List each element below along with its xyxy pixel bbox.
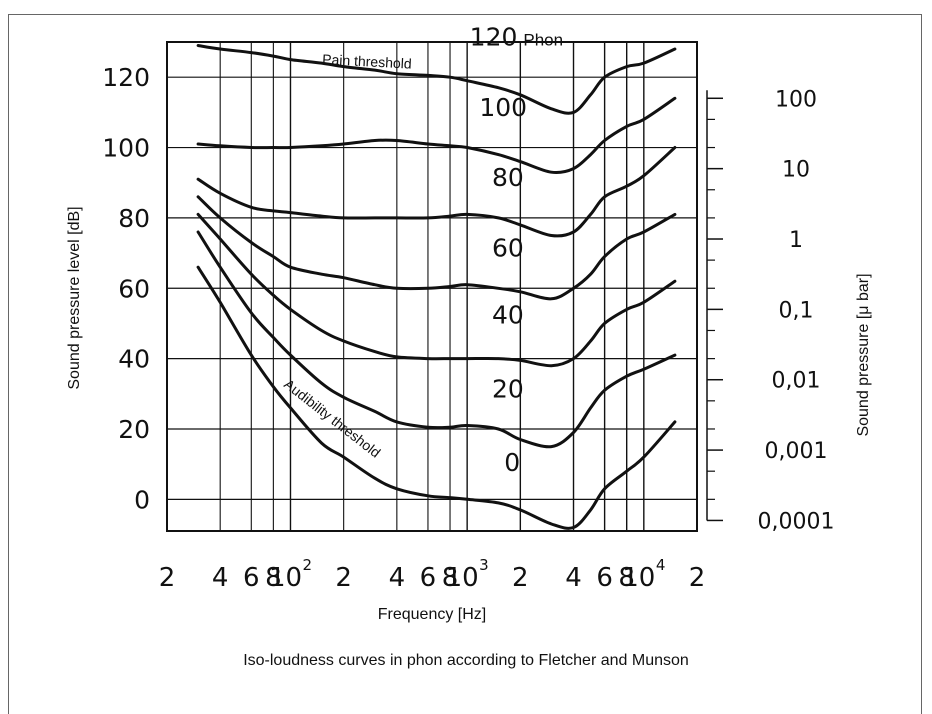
y2-axis-label: Sound pressure [μ bar] — [855, 273, 872, 436]
x-tick-exponent: 4 — [656, 556, 666, 574]
x-tick-label: 2 — [689, 563, 706, 593]
series-line-0 — [196, 265, 677, 530]
series-label: 100 — [479, 93, 527, 122]
y-tick-label: 80 — [118, 204, 150, 233]
right-tick-label: 1 — [789, 228, 803, 253]
pain-threshold-label: Pain threshold — [322, 51, 412, 72]
x-tick-label: 10 — [269, 563, 302, 593]
x-tick-exponent: 2 — [302, 556, 312, 574]
x-tick-label: 10 — [446, 563, 479, 593]
y-tick-label: 20 — [118, 415, 150, 444]
x-tick-label: 4 — [389, 563, 406, 593]
series-line-20 — [196, 230, 677, 449]
audibility-threshold-label: Audibility threshold — [281, 376, 383, 461]
x-tick-label: 8 — [265, 563, 282, 593]
series-line-60 — [196, 195, 677, 301]
series-line-80 — [196, 146, 677, 238]
right-tick-label: 0,0001 — [758, 509, 835, 534]
figure-frame — [8, 14, 922, 714]
series-label: 40 — [492, 300, 524, 329]
series-line-120-phon — [196, 44, 677, 115]
x-tick-label: 6 — [420, 563, 437, 593]
right-axis: 100 10 1 0,1 0,01 0,001 0,0001 — [706, 87, 835, 534]
x-tick-label: 4 — [565, 563, 582, 593]
series-label: 80 — [492, 163, 524, 192]
right-tick-label: 0,1 — [779, 298, 814, 323]
y-tick-label: 60 — [118, 274, 150, 303]
x-tick-label: 6 — [596, 563, 613, 593]
series-label: 60 — [492, 234, 524, 263]
y-tick-label: 40 — [118, 345, 150, 374]
right-tick-label: 0,01 — [772, 369, 821, 394]
right-tick-label: 10 — [782, 158, 810, 183]
series-group — [196, 44, 677, 530]
series-line-100 — [196, 96, 677, 175]
x-tick-label: 4 — [212, 563, 229, 593]
x-tick-label: 2 — [512, 563, 529, 593]
x-tick-label: 8 — [618, 563, 635, 593]
right-tick-label: 100 — [775, 87, 817, 112]
vertical-grid — [219, 42, 645, 531]
x-tick-exponent: 3 — [479, 556, 489, 574]
y-axis-label: Sound pressure level [dB] — [66, 206, 83, 389]
series-label: 20 — [492, 374, 524, 403]
x-tick-label: 10 — [622, 563, 655, 593]
y-tick-label: 0 — [134, 485, 150, 514]
x-tick-label: 2 — [159, 563, 176, 593]
plot-border — [166, 41, 698, 532]
x-tick-label: 6 — [243, 563, 260, 593]
figure-caption: Iso-loudness curves in phon according to… — [243, 652, 689, 669]
y-axis-ticks: 120 100 80 60 40 20 0 — [102, 63, 150, 514]
right-tick-label: 0,001 — [765, 439, 828, 464]
y-tick-label: 100 — [102, 134, 150, 163]
series-label: 120 Phon — [470, 23, 563, 52]
x-tick-label: 2 — [335, 563, 352, 593]
x-axis-label: Frequency [Hz] — [378, 606, 486, 623]
series-labels: 0 20 40 60 80 100 120 Phon — [470, 23, 563, 478]
x-axis-ticks: 2 4 6 810 2 2 4 6 810 3 2 4 6 810 4 2 — [159, 556, 706, 593]
x-tick-label: 8 — [442, 563, 459, 593]
series-line-40 — [196, 212, 677, 368]
y-tick-label: 120 — [102, 63, 150, 92]
series-label: 0 — [504, 448, 520, 477]
